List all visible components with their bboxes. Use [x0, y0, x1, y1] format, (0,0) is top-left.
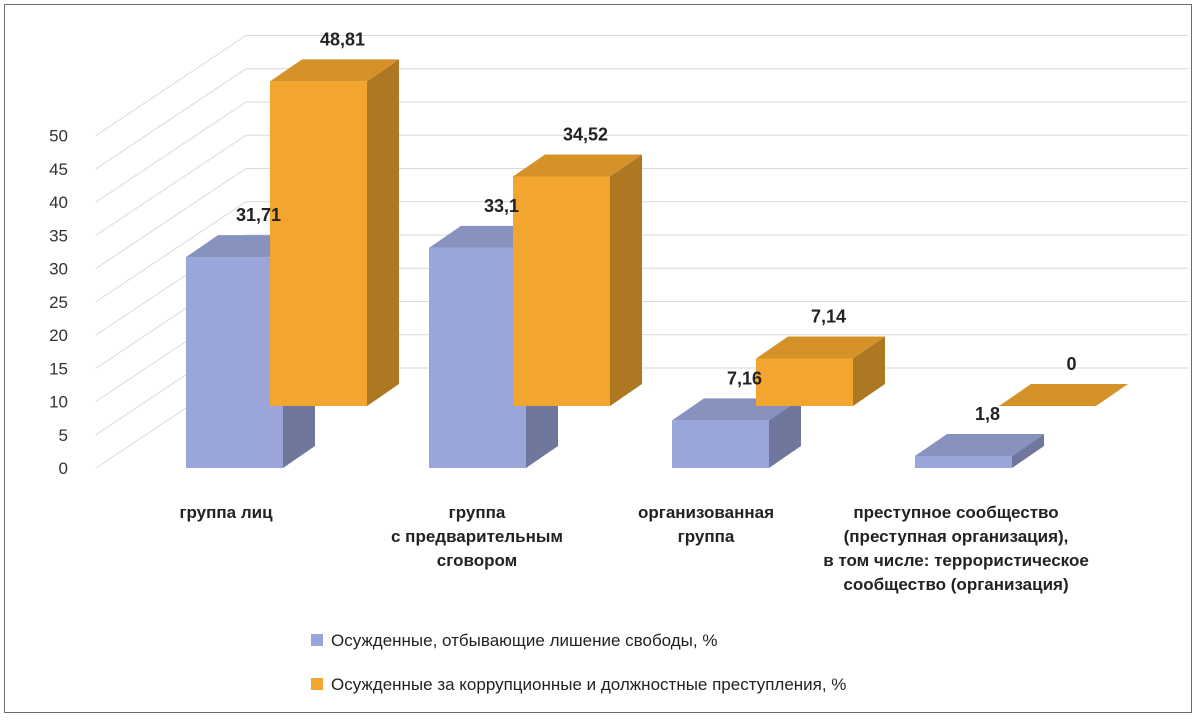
- y-tick-label: 25: [49, 293, 68, 312]
- bar-side: [367, 59, 399, 406]
- y-tick-label: 30: [49, 260, 68, 279]
- category-label-line: организованная: [638, 503, 774, 522]
- data-label: 0: [1066, 354, 1076, 374]
- bar-front: [513, 176, 610, 406]
- category-label: группа лиц: [179, 503, 273, 522]
- category-labels: группа лиц группа с предварительным сговоро…: [179, 503, 1088, 594]
- y-tick-label: 5: [59, 426, 68, 445]
- legend-swatch: [311, 678, 323, 690]
- y-tick-label: 15: [49, 359, 68, 378]
- bar-top: [999, 384, 1128, 406]
- bar-top: [915, 434, 1044, 457]
- bar: [270, 59, 399, 406]
- y-tick-label: 35: [49, 226, 68, 245]
- category-label: группа с предварительным сговором: [391, 503, 563, 570]
- category-label-line: группа: [678, 527, 735, 546]
- bar: [756, 336, 885, 406]
- data-label: 34,52: [563, 124, 608, 144]
- y-tick-label: 0: [59, 459, 68, 478]
- gridline-side: [95, 101, 247, 203]
- category-label-line: с предварительным: [391, 527, 563, 546]
- category-label-line: сговором: [437, 551, 517, 570]
- data-label: 7,14: [811, 307, 846, 327]
- bar-front: [672, 420, 769, 468]
- bar-side: [769, 398, 801, 468]
- bar-top: [756, 336, 885, 359]
- bar: [513, 154, 642, 406]
- legend-label: Осужденные за коррупционные и должностны…: [331, 675, 846, 694]
- data-label: 31,71: [236, 205, 281, 225]
- y-tick-label: 40: [49, 193, 68, 212]
- category-label: преступное сообщество (преступная организ…: [823, 503, 1089, 594]
- y-axis-ticks: 0 5 10 15 20 25 30 35 40 45 50: [49, 127, 68, 479]
- category-label-line: (преступная организация),: [844, 527, 1069, 546]
- data-label: 33,1: [484, 196, 519, 216]
- bar: [999, 384, 1128, 406]
- bar-side: [853, 336, 885, 406]
- y-tick-label: 20: [49, 326, 68, 345]
- data-label: 48,81: [320, 29, 365, 49]
- gridline-side: [95, 68, 247, 170]
- bars: [186, 59, 1128, 468]
- gridline-side: [95, 35, 247, 136]
- category-label-line: в том числе: террористическое: [823, 551, 1089, 570]
- bar-front: [915, 456, 1012, 468]
- legend-label: Осужденные, отбывающие лишение свободы, …: [331, 631, 717, 650]
- bar-top: [513, 154, 642, 177]
- bar-front: [429, 247, 526, 468]
- category-label: организованная группа: [638, 503, 774, 546]
- y-tick-label: 10: [49, 393, 68, 412]
- category-label-line: группа лиц: [179, 503, 273, 522]
- bar-side: [610, 154, 642, 406]
- y-tick-label: 50: [49, 127, 68, 146]
- bar-front: [756, 358, 853, 406]
- legend: Осужденные, отбывающие лишение свободы, …: [311, 631, 846, 694]
- data-label: 1,8: [975, 404, 1000, 424]
- y-tick-label: 45: [49, 160, 68, 179]
- bar-front: [186, 257, 283, 468]
- data-labels: 31,71 33,1 7,16 1,8 48,81 34,52 7,14 0: [236, 29, 1077, 424]
- bar-top: [270, 59, 399, 82]
- legend-swatch: [311, 634, 323, 646]
- category-label-line: преступное сообщество: [853, 503, 1058, 522]
- bar-front: [270, 81, 367, 406]
- bar: [672, 398, 801, 468]
- bar-side: [1012, 434, 1044, 468]
- bar: [915, 434, 1044, 468]
- gridline-side: [95, 168, 247, 269]
- gridline-side: [95, 134, 247, 236]
- data-label: 7,16: [727, 368, 762, 388]
- category-label-line: сообщество (организация): [843, 575, 1068, 594]
- category-label-line: группа: [449, 503, 506, 522]
- gridline-side: [95, 201, 247, 303]
